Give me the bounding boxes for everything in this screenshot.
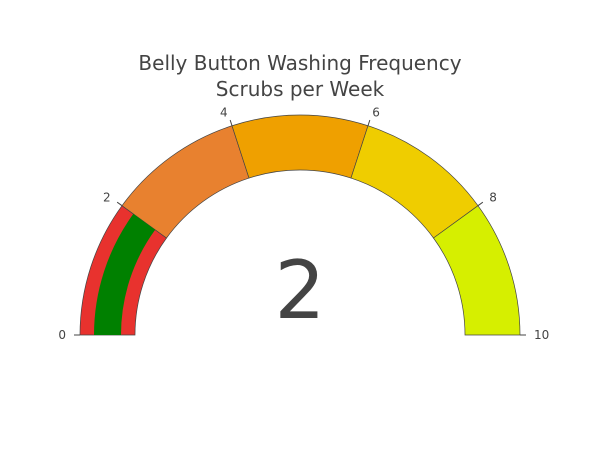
chart-title-line-1: Belly Button Washing Frequency (138, 51, 461, 75)
gauge-tick-label-4: 8 (489, 190, 497, 204)
gauge-tick-label-5: 10 (534, 328, 549, 342)
gauge-tick-2 (229, 119, 233, 126)
gauge-value-label: 2 (275, 244, 326, 337)
gauge-tick-label-0: 0 (58, 328, 66, 342)
gauge-tick-label-1: 2 (103, 190, 111, 204)
gauge-tick-3 (367, 119, 371, 126)
gauge-value-bar (94, 213, 156, 335)
gauge-tick-label-2: 4 (220, 105, 228, 119)
gauge-tick-label-3: 6 (372, 105, 380, 119)
gauge-tick-1 (116, 201, 123, 207)
chart-title-line-2: Scrubs per Week (216, 77, 385, 101)
gauge-step-2 (231, 114, 369, 179)
gauge-tick-4 (477, 201, 484, 207)
